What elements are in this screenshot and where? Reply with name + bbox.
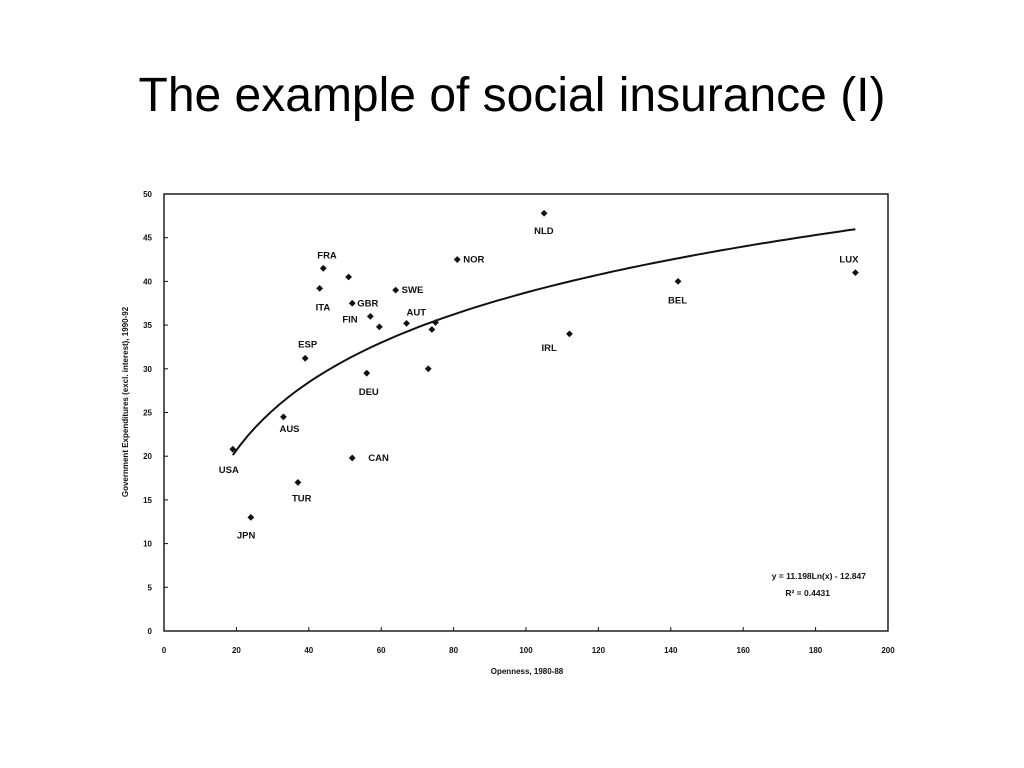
data-points (229, 209, 859, 521)
x-tick-label: 0 (162, 646, 167, 655)
y-axis: 0 5 10 15 20 25 30 35 40 45 50 (143, 190, 168, 636)
data-point (294, 479, 302, 486)
data-point (229, 445, 237, 453)
point-label: NOR (463, 255, 484, 266)
data-point (363, 369, 371, 377)
point-label: LUX (839, 255, 859, 266)
data-point (392, 286, 400, 294)
data-point (566, 330, 573, 338)
y-tick-label: 25 (143, 409, 152, 418)
y-tick-label: 0 (148, 627, 153, 636)
data-point (348, 299, 356, 307)
x-axis: 0 20 40 60 80 100 120 140 160 180 200 (162, 627, 895, 655)
data-point (403, 319, 410, 327)
data-point (852, 269, 859, 277)
trendline-equation: y = 11.198Ln(x) - 12.847 (772, 571, 867, 581)
point-label: GBR (357, 298, 378, 309)
data-point (674, 278, 682, 285)
point-label: ESP (298, 339, 318, 350)
y-tick-label: 10 (143, 540, 152, 549)
y-tick-label: 20 (143, 452, 152, 461)
x-tick-label: 200 (881, 646, 895, 655)
data-point (345, 273, 353, 281)
point-label: SWE (402, 285, 424, 296)
y-axis-label: Government Expenditures (excl. interest)… (121, 306, 130, 497)
point-label: BEL (668, 295, 687, 306)
x-tick-label: 60 (377, 646, 386, 655)
point-label: FRA (317, 250, 337, 261)
data-point (540, 209, 548, 217)
data-point (316, 284, 324, 292)
data-point (366, 312, 374, 320)
point-label: ITA (316, 302, 331, 313)
y-tick-label: 45 (143, 234, 152, 243)
data-point (301, 354, 309, 362)
slide-title: The example of social insurance (I) (138, 69, 886, 122)
y-tick-label: 15 (143, 496, 152, 505)
point-label: JPN (237, 530, 256, 541)
data-point (428, 326, 436, 333)
point-label: FIN (342, 314, 357, 325)
x-tick-label: 20 (232, 646, 241, 655)
plot-frame (163, 193, 889, 632)
y-tick-label: 30 (143, 365, 152, 374)
point-label: USA (219, 465, 239, 476)
x-tick-label: 100 (519, 646, 533, 655)
point-label: IRL (541, 343, 557, 354)
x-tick-label: 80 (449, 646, 458, 655)
y-tick-label: 50 (143, 190, 152, 199)
data-point (432, 319, 439, 326)
point-label: DEU (359, 387, 379, 398)
data-point (319, 264, 327, 272)
point-label: CAN (368, 453, 389, 464)
point-label: AUT (407, 307, 427, 318)
x-tick-label: 160 (737, 646, 751, 655)
x-tick-label: 120 (592, 646, 606, 655)
point-label: AUS (279, 424, 299, 435)
data-point (280, 413, 287, 421)
x-tick-label: 140 (664, 646, 678, 655)
point-label: NLD (534, 226, 554, 237)
y-tick-label: 5 (148, 583, 153, 592)
point-label: TUR (292, 493, 312, 504)
r-squared-label: R² = 0.4431 (785, 588, 830, 598)
x-axis-label: Openness, 1980-88 (491, 667, 564, 676)
y-tick-label: 40 (143, 277, 152, 286)
data-point (348, 454, 356, 462)
point-labels: USA JPN AUS TUR ESP ITA FRA CAN GBR DEU FIN SWE AUT N… (219, 226, 859, 541)
trendline (231, 228, 856, 456)
data-point (375, 323, 383, 331)
data-point (453, 256, 461, 263)
x-tick-label: 40 (304, 646, 313, 655)
y-tick-label: 35 (143, 321, 152, 330)
data-point (424, 365, 432, 373)
x-tick-label: 180 (809, 646, 823, 655)
data-point (247, 513, 255, 521)
